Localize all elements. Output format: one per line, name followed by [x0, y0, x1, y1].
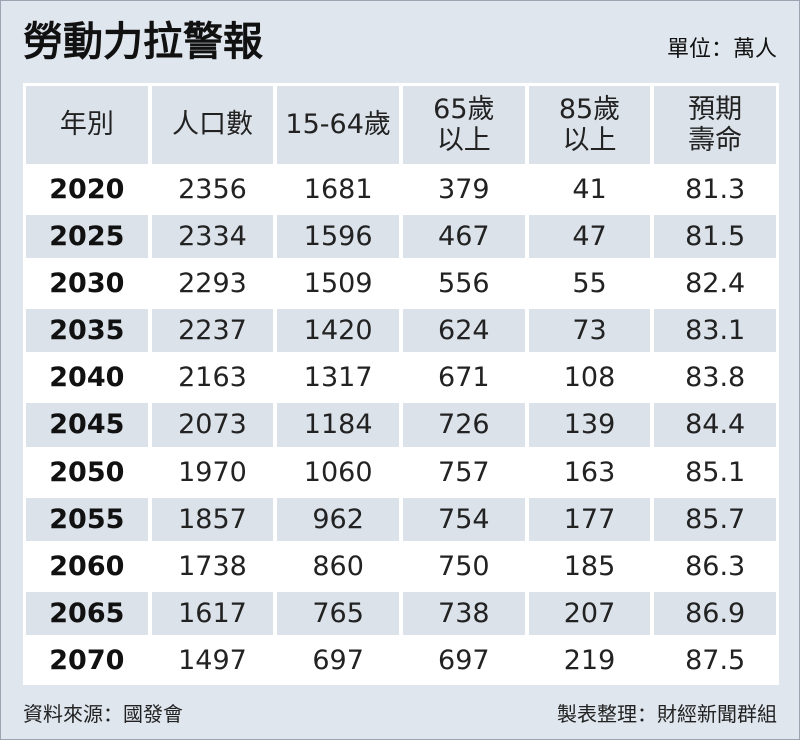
table-cell: 556 [438, 268, 490, 300]
row-year: 2060 [49, 550, 125, 582]
table-cell: 697 [438, 644, 490, 676]
table-cell: 1617 [151, 591, 274, 635]
column-header: 預期 壽命 [654, 86, 776, 164]
table-cell: 726 [402, 403, 525, 447]
row-year: 2055 [26, 497, 148, 541]
table-cell: 2237 [151, 309, 274, 353]
table-cell: 1857 [151, 497, 274, 541]
table-cell: 1509 [303, 268, 373, 300]
table-cell: 84.4 [654, 403, 776, 447]
table-cell: 2073 [151, 403, 274, 447]
table-cell: 1060 [303, 456, 373, 488]
table-cell: 1497 [178, 644, 247, 676]
table-cell: 207 [528, 591, 651, 635]
table-cell: 1681 [303, 174, 373, 206]
table-cell: 1596 [277, 215, 399, 259]
header-line: 以上 [436, 125, 491, 156]
table-cell: 1420 [277, 309, 399, 353]
table-cell: 757 [438, 456, 490, 488]
column-header: 15-64歲 [277, 86, 399, 164]
table-cell: 219 [563, 644, 616, 676]
header-line: 預期 [688, 93, 743, 125]
table-cell: 81.5 [654, 215, 776, 259]
table-cell: 81.3 [685, 174, 746, 206]
column-header: 85歲 以上 [528, 86, 651, 164]
table-cell: 2334 [151, 215, 274, 259]
column-header: 65歲 以上 [402, 86, 525, 164]
table-cell: 2163 [178, 362, 247, 394]
table-cell: 83.8 [685, 362, 746, 394]
row-year: 2025 [26, 215, 148, 259]
table-cell: 1970 [178, 456, 247, 488]
table-cell: 2293 [178, 268, 247, 300]
table-cell: 2356 [178, 174, 247, 206]
header-line: 年別 [59, 109, 114, 141]
table-cell: 55 [572, 268, 607, 300]
credit-note: 製表整理：財經新聞群組 [557, 702, 777, 726]
row-year: 2020 [49, 174, 125, 206]
table-cell: 624 [402, 309, 525, 353]
table-cell: 738 [402, 591, 525, 635]
table-cell: 73 [528, 309, 651, 353]
column-header: 人口數 [151, 86, 274, 164]
row-year: 2035 [26, 309, 148, 353]
header-line: 85歲 [558, 93, 621, 125]
table-cell: 185 [563, 550, 616, 582]
table-cell: 750 [438, 550, 490, 582]
table-cell: 177 [528, 497, 651, 541]
header-line: 人口數 [171, 109, 253, 141]
header-line: 壽命 [688, 125, 743, 156]
row-year: 2065 [26, 591, 148, 635]
row-year: 2070 [49, 644, 125, 676]
title: 勞動力拉警報 [23, 18, 263, 65]
table-cell: 163 [563, 456, 616, 488]
row-year: 2045 [26, 403, 148, 447]
table-cell: 697 [312, 644, 364, 676]
table-cell: 86.3 [685, 550, 746, 582]
table-cell: 41 [572, 174, 607, 206]
table-cell: 83.1 [654, 309, 776, 353]
row-year: 2030 [49, 268, 125, 300]
row-year: 2050 [49, 456, 125, 488]
source-note: 資料來源：國發會 [23, 702, 183, 726]
table-cell: 765 [277, 591, 399, 635]
table-cell: 85.1 [685, 456, 746, 488]
table-cell: 754 [402, 497, 525, 541]
header-line: 65歲 [433, 93, 495, 125]
table-cell: 860 [312, 550, 364, 582]
table-cell: 108 [563, 362, 616, 394]
data-table: 年別 人口數 15-64歲 65歲 以上 85歲 以上 預期 壽命 2020 2356 1681 379… [23, 83, 779, 685]
table-cell: 1317 [303, 362, 373, 394]
header-line: 15-64歲 [285, 109, 391, 141]
table-cell: 1738 [178, 550, 247, 582]
table-cell: 1184 [277, 403, 399, 447]
table-cell: 379 [438, 174, 490, 206]
table-cell: 139 [528, 403, 651, 447]
row-year: 2040 [49, 362, 125, 394]
table-cell: 467 [402, 215, 525, 259]
unit-note: 單位：萬人 [666, 37, 777, 62]
table-cell: 47 [528, 215, 651, 259]
table-cell: 82.4 [685, 268, 746, 300]
table-cell: 87.5 [685, 644, 746, 676]
table-cell: 962 [277, 497, 399, 541]
table-cell: 671 [438, 362, 490, 394]
table-cell: 86.9 [654, 591, 776, 635]
header-line: 以上 [562, 125, 617, 156]
column-header: 年別 [26, 86, 148, 164]
table-cell: 85.7 [654, 497, 776, 541]
